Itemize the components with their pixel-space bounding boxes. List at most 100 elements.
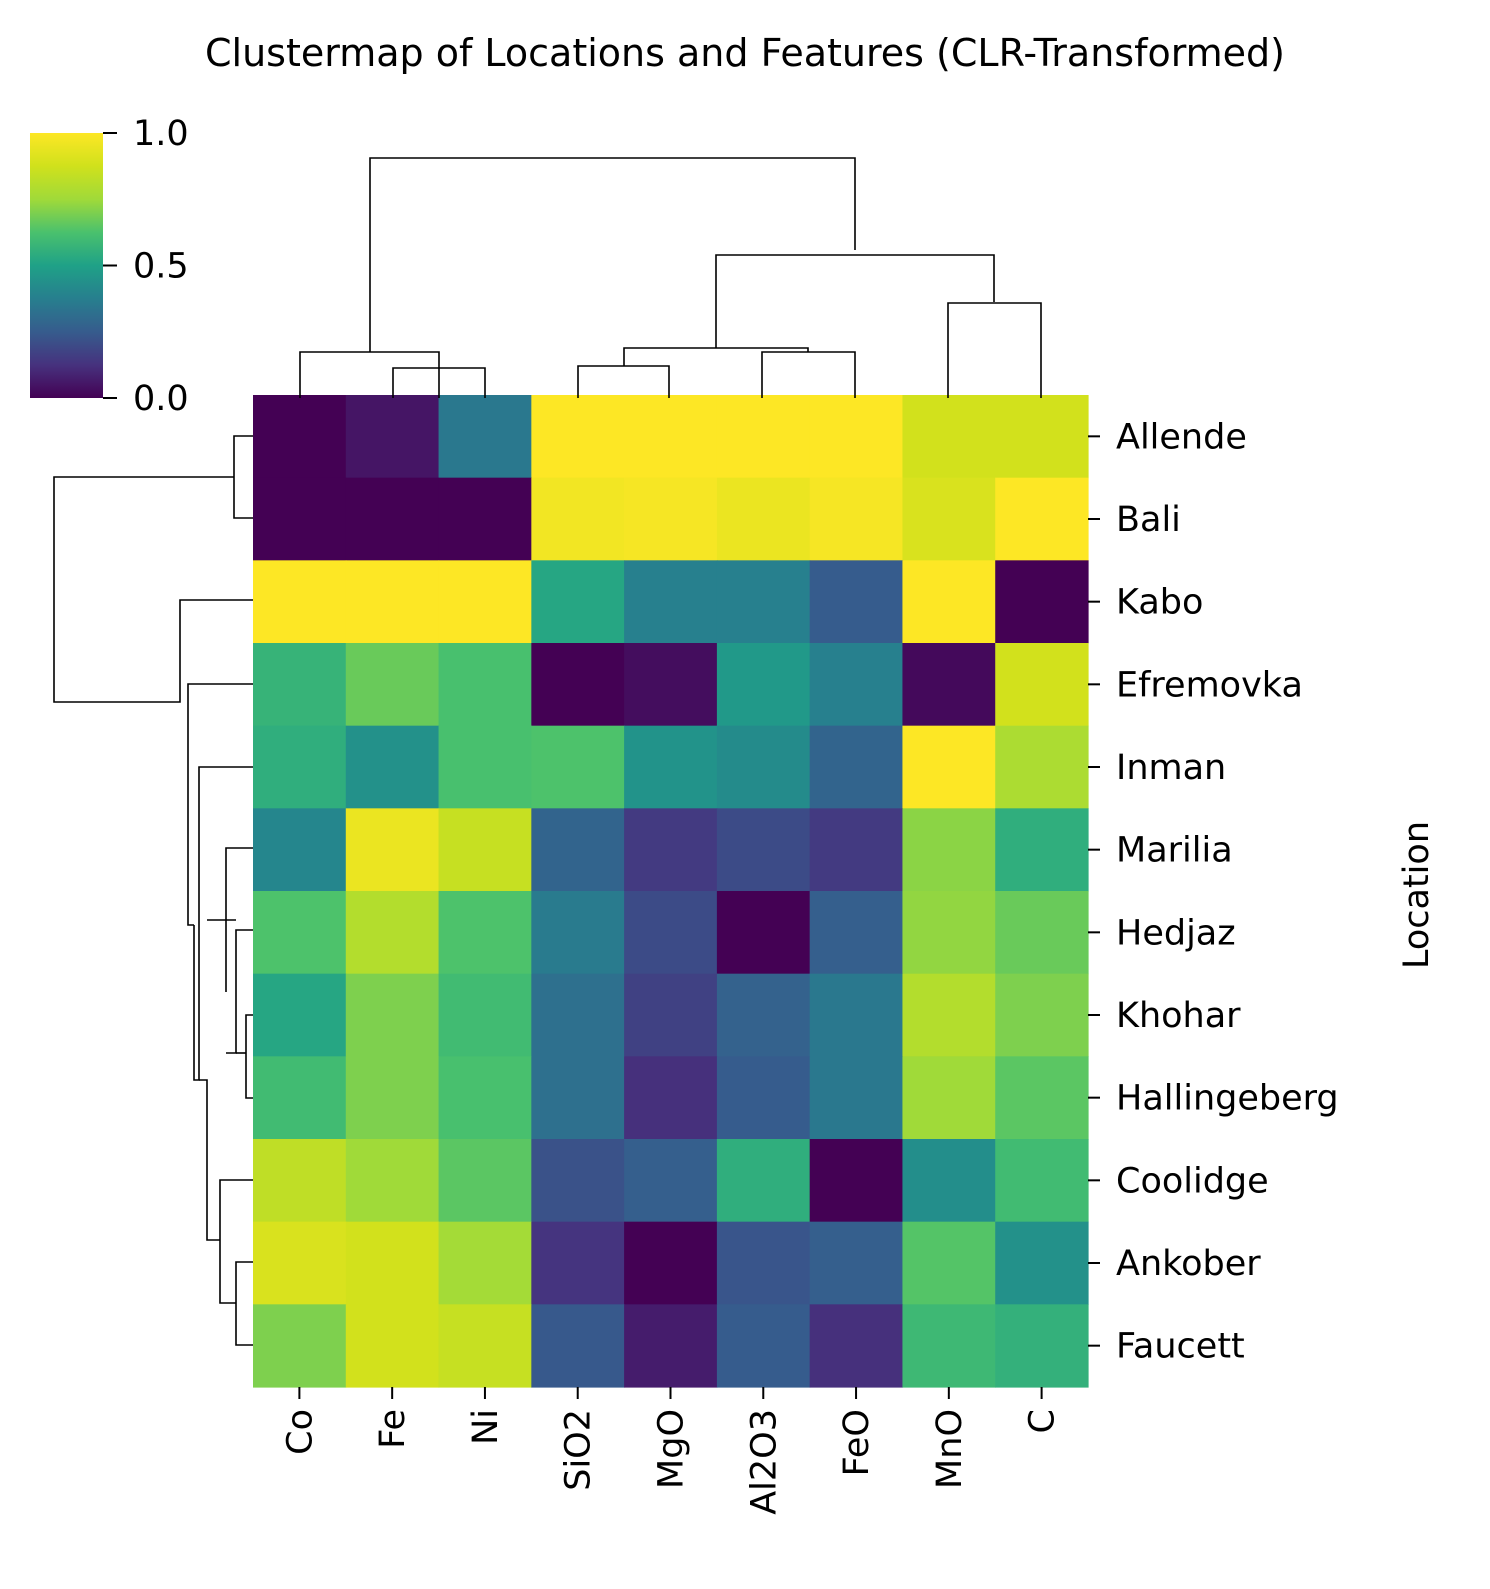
heatmap-cell — [995, 1304, 1089, 1388]
heatmap-cell — [902, 891, 996, 975]
y-tick-label: Ankober — [1116, 1244, 1261, 1284]
heatmap-cell — [716, 477, 811, 561]
heatmap-cell — [438, 725, 532, 809]
heatmap-cell — [809, 395, 904, 479]
heatmap-cell — [345, 891, 440, 975]
heatmap-cell — [253, 643, 347, 727]
heatmap-cell — [624, 973, 718, 1057]
heatmap-cell — [438, 477, 532, 561]
heatmap-cell — [624, 1056, 718, 1140]
heatmap-cells — [253, 395, 1089, 1388]
heatmap-cell — [809, 808, 904, 892]
heatmap-cell — [624, 560, 718, 644]
heatmap-cell — [624, 808, 718, 892]
heatmap-cell — [624, 891, 718, 975]
heatmap-cell — [345, 477, 440, 561]
colorbar-tick-label: 0.0 — [133, 379, 189, 419]
heatmap-cell — [438, 891, 532, 975]
heatmap-cell — [345, 643, 440, 727]
heatmap-cell — [438, 808, 532, 892]
heatmap-cell — [902, 1304, 996, 1388]
heatmap-cell — [716, 891, 811, 975]
x-tick-label: MgO — [652, 1409, 692, 1489]
x-tick-label: Ni — [466, 1409, 506, 1445]
heatmap-cell — [809, 973, 904, 1057]
heatmap-cell — [809, 725, 904, 809]
heatmap-cell — [902, 808, 996, 892]
heatmap-cell — [995, 477, 1089, 561]
x-tick-label: Al2O3 — [744, 1409, 784, 1515]
heatmap-cell — [716, 1304, 811, 1388]
column-dendrogram — [299, 157, 1042, 398]
heatmap-cell — [716, 725, 811, 809]
colorbar-tick-label: 0.5 — [133, 247, 189, 287]
heatmap-cell — [253, 891, 347, 975]
heatmap-cell — [995, 1056, 1089, 1140]
heatmap-cell — [253, 1304, 347, 1388]
heatmap-cell — [716, 808, 811, 892]
y-tick-label: Khohar — [1116, 996, 1241, 1036]
heatmap-cell — [902, 1139, 996, 1223]
heatmap-cell — [716, 395, 811, 479]
heatmap-cell — [438, 1139, 532, 1223]
y-tick-label: Coolidge — [1116, 1161, 1269, 1201]
heatmap-cell — [531, 973, 625, 1057]
heatmap-cell — [253, 477, 347, 561]
heatmap-cell — [902, 395, 996, 479]
heatmap-cell — [995, 560, 1089, 644]
y-tick-label: Marilia — [1116, 831, 1233, 871]
y-tick-label: Hedjaz — [1116, 913, 1236, 953]
heatmap-cell — [438, 973, 532, 1057]
heatmap-cell — [531, 1221, 625, 1305]
x-tick-label: MnO — [930, 1409, 970, 1489]
heatmap-cell — [345, 1056, 440, 1140]
heatmap-cell — [995, 1139, 1089, 1223]
heatmap-cell — [531, 395, 625, 479]
heatmap-cell — [809, 1221, 904, 1305]
heatmap-cell — [809, 1056, 904, 1140]
y-axis-label: Location — [1397, 821, 1437, 969]
row-dendrogram — [53, 435, 253, 1346]
heatmap-cell — [438, 643, 532, 727]
colorbar-tick-label: 1.0 — [133, 114, 189, 154]
heatmap-cell — [902, 1056, 996, 1140]
x-axis-ticks: Co Fe Ni SiO2 MgO Al2O3 FeO MnO C — [280, 1387, 1063, 1515]
heatmap-cell — [624, 725, 718, 809]
heatmap-cell — [531, 1056, 625, 1140]
heatmap-cell — [809, 477, 904, 561]
heatmap-cell — [902, 560, 996, 644]
heatmap-cell — [809, 643, 904, 727]
y-tick-label: Faucett — [1116, 1327, 1245, 1367]
heatmap-cell — [345, 1304, 440, 1388]
heatmap-cell — [902, 643, 996, 727]
heatmap-cell — [902, 973, 996, 1057]
heatmap-cell — [995, 643, 1089, 727]
heatmap-cell — [902, 477, 996, 561]
heatmap-cell — [902, 1221, 996, 1305]
heatmap-cell — [624, 1139, 718, 1223]
heatmap-cell — [531, 1139, 625, 1223]
colorbar-ticks: 1.0 0.5 0.0 — [103, 114, 189, 419]
heatmap-cell — [345, 725, 440, 809]
heatmap-cell — [624, 477, 718, 561]
heatmap-cell — [716, 560, 811, 644]
heatmap-cell — [716, 643, 811, 727]
heatmap-cell — [531, 891, 625, 975]
heatmap-cell — [253, 1139, 347, 1223]
heatmap-cell — [438, 560, 532, 644]
heatmap-cell — [995, 891, 1089, 975]
heatmap-cell — [995, 1221, 1089, 1305]
heatmap-cell — [531, 1304, 625, 1388]
heatmap-cell — [253, 1056, 347, 1140]
y-tick-label: Kabo — [1116, 583, 1203, 623]
heatmap-cell — [253, 395, 347, 479]
heatmap-cell — [345, 1221, 440, 1305]
x-tick-label: C — [1023, 1409, 1063, 1433]
colorbar: 1.0 0.5 0.0 — [30, 114, 189, 419]
x-tick-label: FeO — [837, 1409, 877, 1476]
heatmap-cell — [438, 1221, 532, 1305]
colorbar-gradient — [30, 133, 103, 398]
heatmap-cell — [438, 1056, 532, 1140]
heatmap-cell — [902, 725, 996, 809]
